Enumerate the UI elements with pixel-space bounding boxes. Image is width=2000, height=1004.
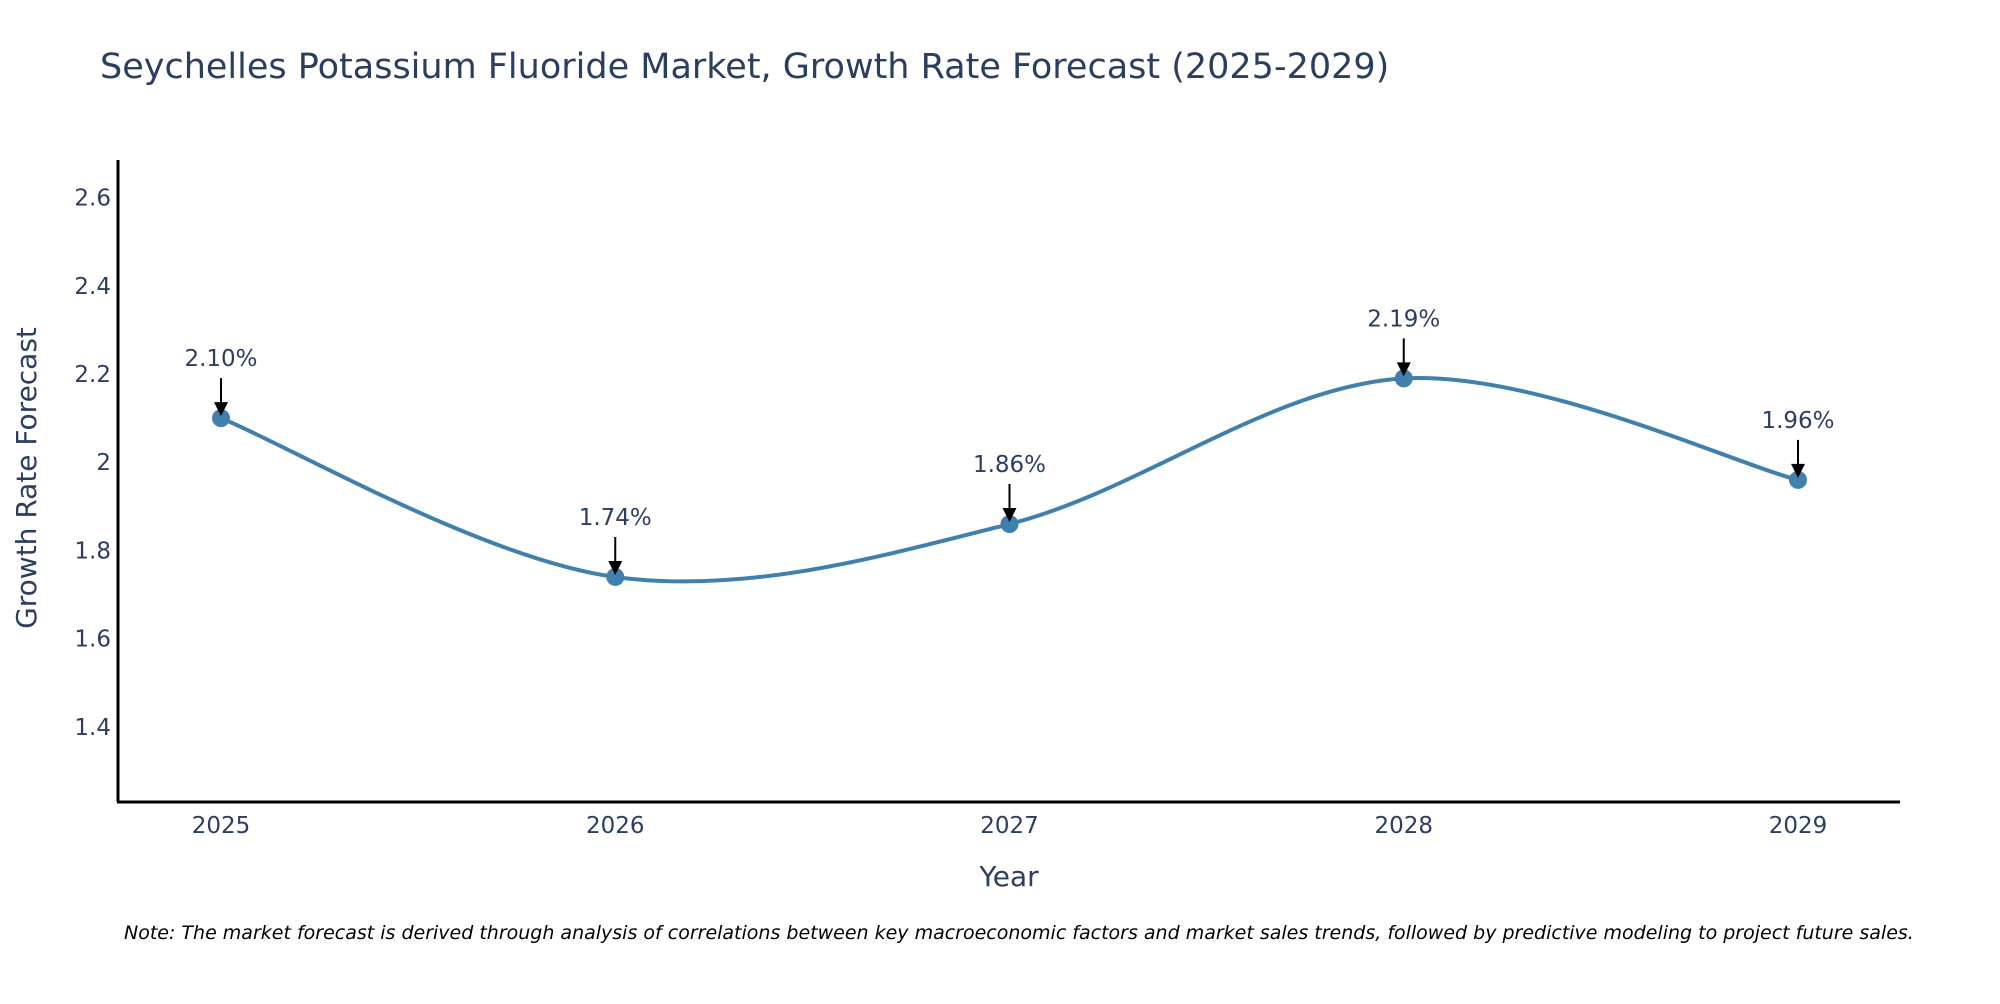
- data-label: 2.10%: [184, 346, 257, 372]
- y-tick-label: 1.8: [74, 538, 111, 564]
- y-axis-ticks: 1.4 1.6 1.8 2 2.2 2.4 2.6: [74, 186, 111, 741]
- annotation-arrowhead: [608, 560, 623, 575]
- annotation-arrowhead: [1396, 362, 1411, 377]
- y-axis-title: Growth Rate Forecast: [10, 327, 43, 629]
- data-point: [606, 567, 625, 586]
- series-line: [219, 376, 1800, 584]
- y-tick-label: 2.6: [74, 186, 111, 212]
- series-line-group: [219, 376, 1800, 584]
- y-tick-label: 1.4: [74, 715, 111, 741]
- data-point: [1000, 515, 1019, 534]
- x-tick-label: 2026: [586, 813, 645, 839]
- x-tick-label: 2028: [1374, 813, 1433, 839]
- data-label: 1.86%: [973, 452, 1046, 478]
- y-tick-label: 2.2: [74, 362, 111, 388]
- y-tick-label: 2: [96, 450, 111, 476]
- y-tick-label: 2.4: [74, 274, 111, 300]
- data-label: 1.96%: [1761, 408, 1834, 434]
- data-label: 1.74%: [579, 505, 652, 531]
- annotation-arrowhead: [214, 402, 228, 417]
- data-points-group: [212, 369, 1807, 586]
- x-tick-label: 2027: [980, 813, 1039, 839]
- x-axis-ticks: 2025 2026 2027 2028 2029: [192, 813, 1828, 839]
- x-tick-label: 2025: [192, 813, 251, 839]
- annotation-arrowhead: [1002, 508, 1017, 523]
- annotation-arrows-group: [214, 338, 1805, 575]
- x-tick-label: 2029: [1769, 813, 1828, 839]
- annotation-arrowhead: [1791, 463, 1805, 478]
- data-point: [1394, 369, 1413, 388]
- chart-title: Seychelles Potassium Fluoride Market, Gr…: [100, 47, 1389, 87]
- data-label: 2.19%: [1367, 306, 1440, 332]
- chart-note: Note: The market forecast is derived thr…: [124, 922, 1914, 944]
- data-labels-group: 2.10% 1.74% 1.86% 2.19% 1.96%: [184, 306, 1834, 531]
- data-point: [212, 409, 230, 428]
- y-tick-label: 1.6: [74, 627, 111, 653]
- data-point: [1789, 470, 1807, 489]
- x-axis-title: Year: [978, 860, 1039, 893]
